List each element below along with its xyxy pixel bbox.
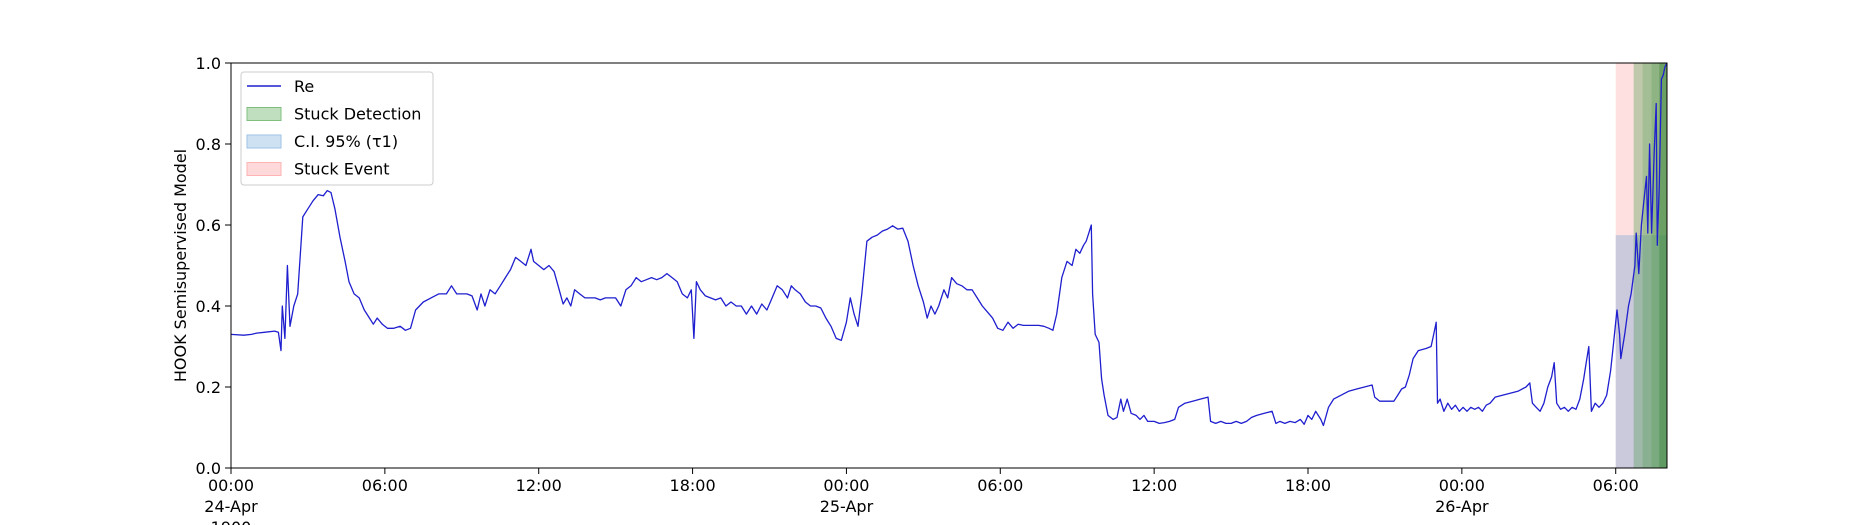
legend-label-c-i-95-1-: C.I. 95% (τ1)	[294, 132, 398, 151]
legend-swatch-stuck-event	[246, 162, 282, 176]
legend-label-stuck-event: Stuck Event	[294, 160, 390, 179]
legend-label-re: Re	[294, 77, 314, 96]
x-tick-label: 12:00	[516, 476, 562, 495]
y-tick-label: 0.6	[196, 216, 221, 235]
x-tick-label: 12:00	[1131, 476, 1177, 495]
x-tick-date-label: 26-Apr	[1435, 497, 1489, 516]
x-tick-label: 18:00	[1285, 476, 1331, 495]
y-tick-label: 0.2	[196, 378, 221, 397]
y-axis: 0.0 0.2 0.4 0.6 0.8 1.0	[196, 54, 231, 478]
region-stuck-detection-5	[1659, 63, 1667, 468]
region-stuck-event-0	[1615, 63, 1667, 468]
legend-box	[240, 71, 434, 186]
y-axis-label: HOOK Semisupervised Model	[171, 149, 190, 382]
y-tick-label: 1.0	[196, 54, 221, 73]
y-tick-label: 0.4	[196, 297, 221, 316]
x-tick-label: 00:00	[208, 476, 254, 495]
x-tick-label: 00:00	[1439, 476, 1485, 495]
x-tick-date-label: 25-Apr	[820, 497, 874, 516]
x-tick-date-label: 24-Apr	[204, 497, 258, 516]
legend-swatch-stuck-detection	[246, 107, 282, 121]
plot-frame	[230, 62, 1668, 469]
x-axis: 00:00 24-Apr 1900 06:00 12:00 18:00 00:00 25-Ap…	[204, 468, 1639, 525]
regions-layer	[1615, 63, 1667, 468]
x-tick-label: 06:00	[362, 476, 408, 495]
x-tick-label: 18:00	[670, 476, 716, 495]
x-tick-label: 06:00	[1593, 476, 1639, 495]
y-tick-label: 0.8	[196, 135, 221, 154]
y-tick-label: 0.0	[196, 459, 221, 478]
legend-swatch-c-i-95-1-	[246, 134, 282, 149]
x-tick-label: 06:00	[977, 476, 1023, 495]
region-c-i-95-1--1	[1615, 235, 1667, 468]
x-tick-year-label: 1900	[211, 518, 252, 525]
legend: Re Stuck Detection C.I. 95% (τ1) Stuck Even…	[240, 71, 434, 186]
series-re-line	[230, 62, 1668, 427]
x-tick-label: 00:00	[823, 476, 869, 495]
region-stuck-detection-4	[1651, 63, 1667, 468]
legend-label-stuck-detection: Stuck Detection	[294, 105, 421, 124]
